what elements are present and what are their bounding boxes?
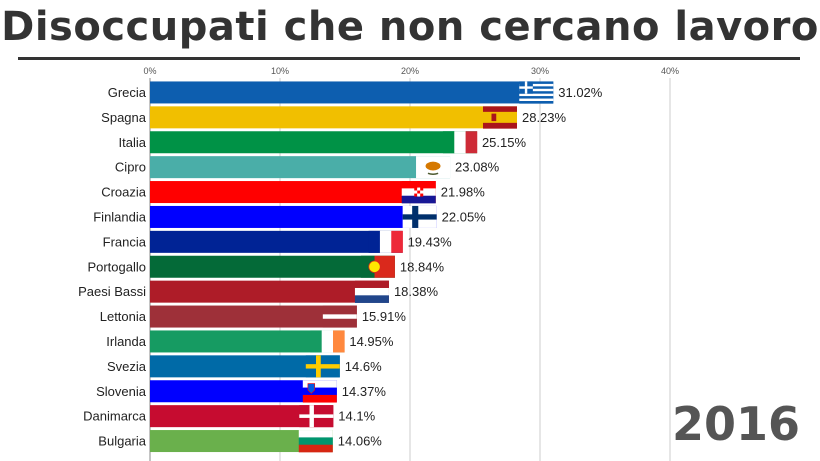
- bar-cipro: [150, 156, 451, 179]
- category-label: Cipro: [115, 160, 146, 175]
- value-label: 14.1%: [338, 409, 375, 424]
- category-label: Irlanda: [106, 334, 147, 349]
- bar-lettonia: [150, 305, 357, 328]
- bar-irlanda: [150, 330, 345, 353]
- flag-italy: [442, 131, 478, 154]
- x-tick-label: 0%: [143, 66, 156, 76]
- bar-danimarca: [150, 405, 334, 428]
- bar-francia: [150, 230, 403, 253]
- value-label: 19.43%: [408, 234, 453, 249]
- value-label: 25.15%: [482, 135, 527, 150]
- value-label: 28.23%: [522, 110, 567, 125]
- value-label: 23.08%: [455, 160, 500, 175]
- bar-slovenia: [150, 380, 337, 403]
- bar-portogallo: [150, 255, 395, 278]
- x-tick-label: 20%: [401, 66, 419, 76]
- bar-bulgaria: [150, 430, 333, 453]
- category-label: Portogallo: [87, 259, 146, 274]
- value-label: 18.84%: [400, 259, 445, 274]
- bar-spagna: [150, 106, 517, 129]
- flag-denmark: [299, 405, 334, 428]
- bar-svezia: [150, 355, 340, 378]
- category-label: Lettonia: [100, 309, 147, 324]
- flag-finland: [402, 205, 437, 228]
- category-label: Bulgaria: [98, 434, 146, 449]
- bar-grecia: [150, 81, 554, 104]
- value-label: 15.91%: [362, 309, 407, 324]
- page-title: Disoccupati che non cercano lavoro: [1, 4, 819, 50]
- category-label: Finlandia: [93, 209, 147, 224]
- bar-finlandia: [150, 205, 437, 228]
- flag-netherlands: [354, 280, 389, 303]
- category-label: Italia: [119, 135, 147, 150]
- title-divider: [18, 57, 800, 60]
- value-label: 14.6%: [345, 359, 382, 374]
- category-label: Spagna: [101, 110, 147, 125]
- category-label: Grecia: [108, 85, 147, 100]
- value-label: 18.38%: [394, 284, 439, 299]
- flag-slovenia: [302, 380, 337, 403]
- flag-france: [368, 230, 403, 253]
- flag-bulgaria: [298, 430, 333, 453]
- value-label: 21.98%: [441, 185, 486, 200]
- x-tick-label: 10%: [271, 66, 289, 76]
- value-label: 14.37%: [342, 384, 387, 399]
- x-tick-label: 40%: [661, 66, 679, 76]
- x-tick-label: 30%: [531, 66, 549, 76]
- bar-italia: [150, 131, 477, 154]
- category-label: Paesi Bassi: [78, 284, 146, 299]
- value-label: 22.05%: [442, 209, 487, 224]
- value-label: 31.02%: [558, 85, 603, 100]
- value-label: 14.06%: [338, 434, 383, 449]
- category-label: Croazia: [101, 185, 147, 200]
- flag-portugal: [360, 255, 395, 278]
- value-label: 14.95%: [349, 334, 394, 349]
- category-label: Slovenia: [96, 384, 147, 399]
- flag-croatia: [401, 181, 436, 204]
- category-label: Danimarca: [83, 409, 147, 424]
- flag-cyprus: [416, 156, 451, 179]
- bar-paesi-bassi: [150, 280, 389, 303]
- bar-croazia: [150, 181, 436, 204]
- category-label: Francia: [103, 234, 147, 249]
- flag-greece: [519, 81, 554, 104]
- flag-sweden: [305, 355, 340, 378]
- year-label: 2016: [671, 397, 800, 451]
- flag-ireland: [310, 330, 345, 353]
- flag-spain: [482, 106, 517, 129]
- bars-layer: Grecia 31.02% Spagna 28.23% Italia 25.15% Cipr…: [78, 81, 603, 453]
- category-label: Svezia: [107, 359, 147, 374]
- flag-latvia: [322, 305, 357, 328]
